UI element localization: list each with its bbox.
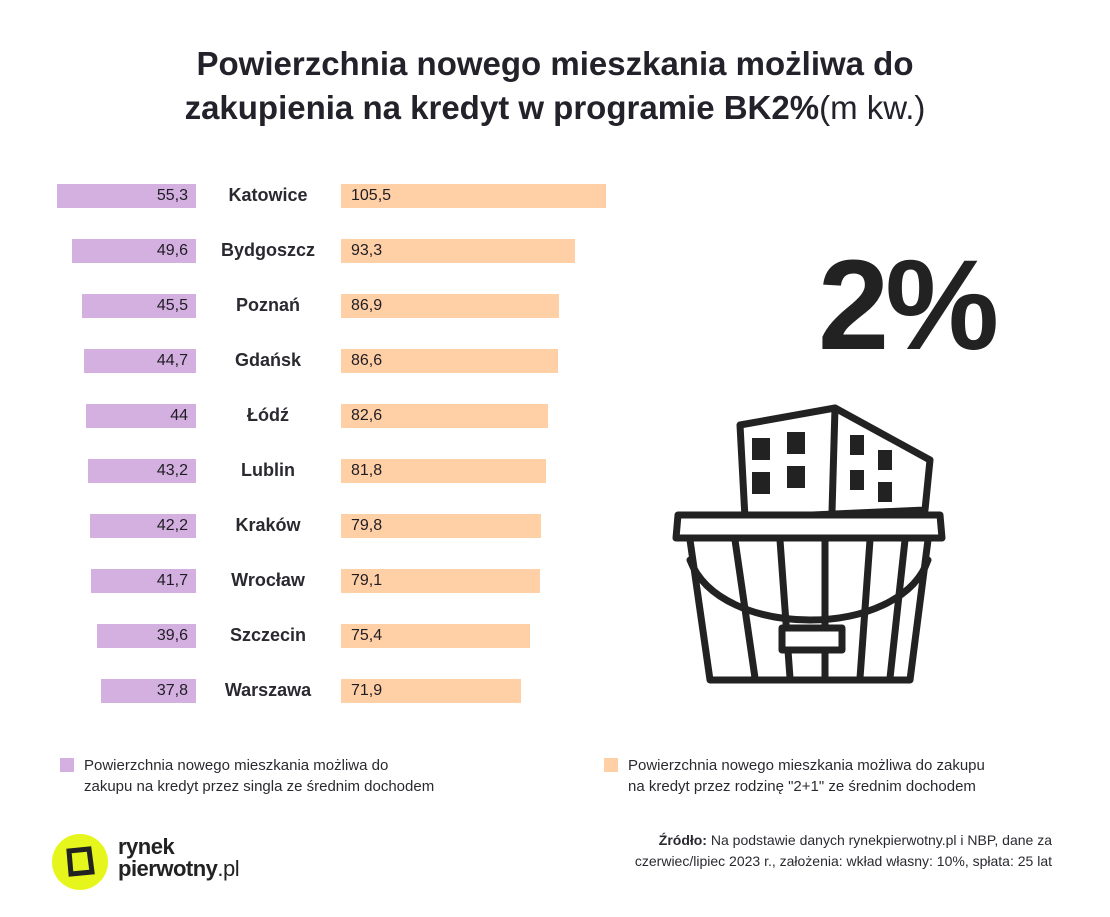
- bar-family-label: 82,6: [351, 407, 383, 424]
- bar-single: 49,6: [71, 239, 196, 263]
- bar-single: 41,7: [91, 569, 196, 593]
- bar-family: 75,4: [341, 624, 531, 648]
- city-label: Katowice: [228, 185, 308, 205]
- chart-row: 43,2 Lublin 81,8: [0, 458, 620, 484]
- bar-single-label: 44: [170, 407, 188, 424]
- source-label: Źródło:: [658, 832, 707, 848]
- bar-family-label: 86,6: [351, 352, 383, 369]
- bar-single: 44,7: [83, 349, 196, 373]
- bar-single-label: 44,7: [156, 352, 188, 369]
- bar-family-label: 75,4: [351, 627, 383, 644]
- bar-single: 44: [85, 404, 196, 428]
- source-note: Źródło: Na podstawie danych rynekpierwot…: [532, 830, 1052, 872]
- title-line-2: zakupienia na kredyt w programie BK2%: [184, 89, 820, 126]
- city-label: Wrocław: [231, 570, 305, 590]
- city-label: Łódź: [247, 405, 289, 425]
- logo-word-1: rynek: [118, 834, 175, 859]
- two-percent-text: 2%: [818, 234, 999, 377]
- bar-single-label: 41,7: [156, 572, 188, 589]
- bar-family: 105,5: [341, 184, 606, 208]
- chart-row: 37,8 Warszawa 71,9: [0, 678, 620, 704]
- bar-single: 42,2: [90, 514, 196, 538]
- bar-family: 86,9: [341, 294, 560, 318]
- city-label: Gdańsk: [234, 350, 302, 370]
- legend-single-line-1: Powierzchnia nowego mieszkania możliwa d…: [84, 757, 389, 774]
- bar-single-label: 43,2: [156, 462, 188, 479]
- logo-wordmark: rynek pierwotny.pl: [118, 834, 240, 881]
- city-label: Bydgoszcz: [220, 240, 316, 260]
- bar-family: 79,1: [341, 569, 540, 593]
- chart-row: 39,6 Szczecin 75,4: [0, 623, 620, 649]
- bar-family: 81,8: [341, 459, 547, 483]
- bar-family-label: 81,8: [351, 462, 383, 479]
- bar-single: 55,3: [57, 184, 196, 208]
- legend-single-line-2: zakupu na kredyt przez singla ze średnim…: [84, 778, 435, 795]
- bar-family-label: 79,8: [351, 517, 383, 534]
- city-label: Szczecin: [229, 625, 307, 645]
- bar-single-label: 55,3: [156, 187, 188, 204]
- legend-single: Powierzchnia nowego mieszkania możliwa d…: [60, 755, 435, 797]
- bar-single-label: 39,6: [156, 627, 188, 644]
- bar-family-label: 105,5: [351, 187, 392, 204]
- legend-swatch-family: [604, 758, 618, 772]
- bar-single: 37,8: [101, 679, 196, 703]
- bar-single-label: 42,2: [156, 517, 188, 534]
- bar-family-label: 93,3: [351, 242, 383, 259]
- logo: rynek pierwotny.pl: [52, 832, 240, 897]
- bar-family: 86,6: [341, 349, 559, 373]
- chart-row: 44 Łódź 82,6: [0, 403, 620, 429]
- chart-row: 49,6 Bydgoszcz 93,3: [0, 238, 620, 264]
- chart-row: 45,5 Poznań 86,9: [0, 293, 620, 319]
- basket-with-building-icon: [672, 404, 946, 684]
- logo-tld: .pl: [217, 856, 240, 881]
- bar-single: 39,6: [96, 624, 196, 648]
- title-unit: (m kw.): [819, 89, 926, 126]
- bar-family: 93,3: [341, 239, 576, 263]
- bar-family-label: 86,9: [351, 297, 383, 314]
- bar-family: 82,6: [341, 404, 549, 428]
- chart-row: 55,3 Katowice 105,5: [0, 183, 620, 209]
- city-label: Warszawa: [224, 680, 312, 700]
- source-line-2: czerwiec/lipiec 2023 r., założenia: wkła…: [634, 853, 1052, 869]
- bar-single: 43,2: [87, 459, 196, 483]
- bar-single: 45,5: [81, 294, 196, 318]
- source-line-1: Na podstawie danych rynekpierwotny.pl i …: [706, 832, 1052, 848]
- chart-row: 41,7 Wrocław 79,1: [0, 568, 620, 594]
- chart-title: Powierzchnia nowego mieszkania możliwa d…: [0, 42, 1110, 130]
- title-line-1: Powierzchnia nowego mieszkania możliwa d…: [196, 45, 914, 82]
- city-label: Lublin: [241, 460, 295, 480]
- bar-family-label: 71,9: [351, 682, 383, 699]
- legend-swatch-single: [60, 758, 74, 772]
- city-label: Poznań: [235, 295, 300, 315]
- chart-row: 44,7 Gdańsk 86,6: [0, 348, 620, 374]
- legend-family: Powierzchnia nowego mieszkania możliwa d…: [604, 755, 985, 797]
- logo-mark-icon: [52, 834, 108, 890]
- bar-single-label: 49,6: [156, 242, 188, 259]
- bar-family: 71,9: [341, 679, 522, 703]
- bar-family-label: 79,1: [351, 572, 383, 589]
- city-label: Kraków: [235, 515, 301, 535]
- legend-family-line-2: na kredyt przez rodzinę "2+1" ze średnim…: [628, 778, 976, 795]
- bar-single-label: 45,5: [156, 297, 188, 314]
- bar-family: 79,8: [341, 514, 542, 538]
- logo-word-2: pierwotny: [118, 856, 218, 881]
- legend-family-line-1: Powierzchnia nowego mieszkania możliwa d…: [628, 757, 985, 774]
- bar-single-label: 37,8: [156, 682, 188, 699]
- chart-row: 42,2 Kraków 79,8: [0, 513, 620, 539]
